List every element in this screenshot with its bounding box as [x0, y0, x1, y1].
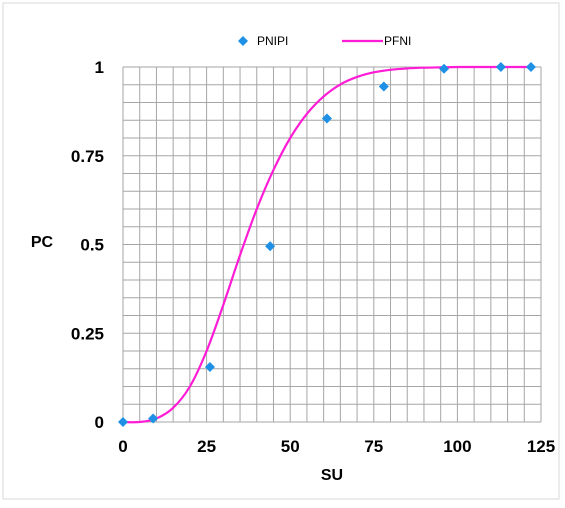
y-tick-label: 0.75	[71, 147, 104, 166]
data-point-pnipi	[321, 113, 332, 124]
x-tick-label: 25	[197, 437, 216, 456]
legend-label-pfni: PFNI	[384, 34, 411, 48]
data-point-pnipi	[148, 413, 159, 424]
data-point-pnipi	[204, 361, 215, 372]
y-axis-ticks: 0 0.25 0.5 0.75 1	[71, 58, 104, 432]
x-axis-title: SU	[321, 467, 343, 484]
x-axis-ticks: 0 25 50 75 100 125	[118, 437, 555, 456]
x-tick-label: 75	[364, 437, 383, 456]
x-tick-label: 100	[443, 437, 471, 456]
y-axis-title: PC	[31, 234, 54, 251]
legend: PNIPI PFNI	[238, 34, 411, 48]
data-point-pnipi	[525, 62, 536, 72]
legend-marker-pnipi	[238, 36, 248, 46]
chart-border	[2, 2, 560, 500]
y-tick-label: 0.5	[80, 236, 104, 255]
y-tick-label: 0	[95, 413, 104, 432]
data-point-pnipi	[439, 63, 450, 74]
y-tick-label: 1	[95, 58, 104, 77]
legend-label-pnipi: PNIPI	[257, 34, 288, 48]
data-point-pnipi	[265, 241, 276, 252]
series-line-pfni	[122, 65, 531, 424]
x-tick-label: 125	[527, 437, 555, 456]
x-tick-label: 0	[118, 437, 127, 456]
plot-grid	[122, 66, 542, 423]
x-tick-label: 50	[281, 437, 300, 456]
data-point-pnipi	[118, 417, 128, 427]
plot-series	[118, 62, 536, 427]
y-tick-label: 0.25	[71, 324, 104, 343]
data-point-pnipi	[495, 62, 506, 72]
data-point-pnipi	[378, 81, 389, 92]
